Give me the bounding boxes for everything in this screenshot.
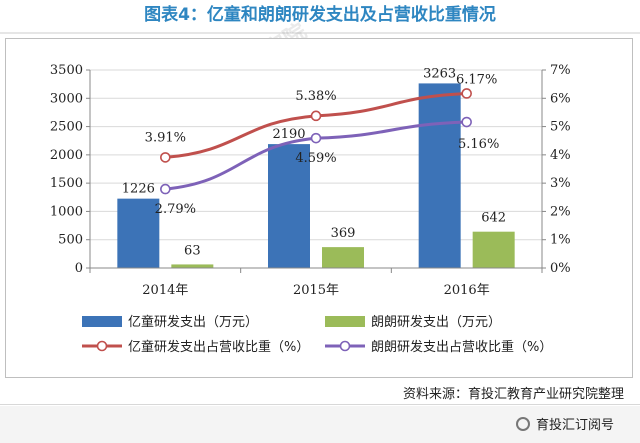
bar [171,264,214,268]
legend-label: 亿童研发支出占营收比重（%） [128,339,309,355]
legend-marker [339,340,351,352]
line-data-label: 3.91% [145,130,186,145]
line-point [160,152,171,163]
bar-data-label: 63 [184,243,201,258]
line-point [160,183,171,195]
title-divider [0,32,640,34]
bar-data-label: 2190 [272,127,305,142]
y-right-tick-label: 3% [550,176,571,191]
bar [117,198,160,268]
chart-title: 图表4：亿童和朗朗研发支出及占营收比重情况 [144,5,496,25]
y-right-tick-label: 7% [550,63,571,78]
brand-credit: 育投汇订阅号 [515,414,614,433]
line-data-label: 6.17% [456,72,497,87]
chart-panel [5,38,633,378]
y-right-tick-label: 2% [550,204,571,219]
brand-label: 育投汇订阅号 [535,418,614,433]
line-data-label: 5.38% [295,89,336,104]
y-right-tick-label: 5% [550,120,571,135]
footer-bar [0,406,640,443]
x-tick-label: 2016年 [444,283,490,298]
y-left-tick-label: 1000 [50,204,83,219]
line-point [310,110,322,122]
source-note: 资料来源：育投汇教育产业研究院整理 [402,387,624,402]
legend-marker [96,340,108,352]
line-data-label: 5.16% [458,137,499,152]
bar [418,83,461,268]
legend-label: 朗朗研发支出（万元） [371,314,501,330]
y-right-tick-label: 4% [550,148,571,163]
line-data-label: 4.59% [295,151,336,166]
line-point [461,116,472,128]
legend-swatch [325,316,365,327]
line-point [461,88,472,99]
y-right-tick-label: 1% [550,233,571,248]
y-right-tick-label: 0% [550,261,571,276]
bar [268,144,310,268]
footer-divider [0,404,640,405]
bar-data-label: 3263 [423,66,456,81]
y-left-tick-label: 500 [58,233,83,248]
y-right-tick-label: 6% [550,91,571,106]
bar [472,231,515,268]
bar-data-label: 642 [481,211,506,226]
account-icon [515,416,530,431]
legend-label: 亿童研发支出（万元） [128,314,258,330]
legend-label: 朗朗研发支出占营收比重（%） [371,339,552,355]
y-left-tick-label: 2500 [50,120,83,135]
x-tick-label: 2015年 [293,283,339,298]
legend-swatch [82,316,122,327]
y-left-tick-label: 3000 [50,91,83,106]
y-left-tick-label: 1500 [50,176,83,191]
bar-data-label: 369 [331,226,356,241]
line-data-label: 2.79% [155,202,196,217]
bar [322,247,364,268]
y-left-tick-label: 3500 [50,63,83,78]
line-point [310,132,322,144]
y-left-tick-label: 0 [75,261,83,276]
y-left-tick-label: 2000 [50,148,83,163]
bar-data-label: 1226 [122,182,155,197]
x-tick-label: 2014年 [142,283,188,298]
